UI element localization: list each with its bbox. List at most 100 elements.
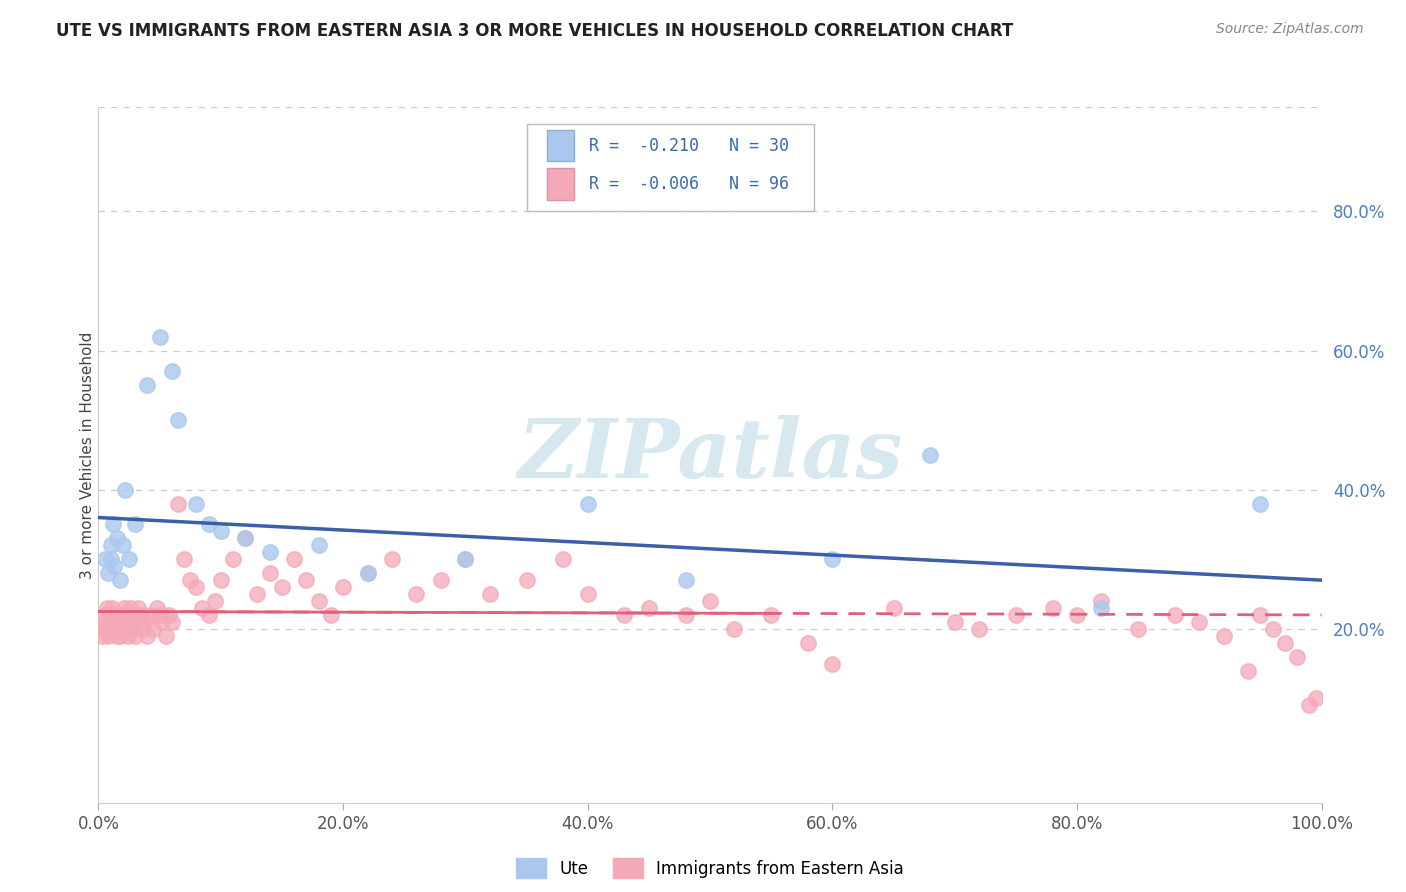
Point (1274, 636, 1296, 650)
Point (111, 538, 134, 552)
Text: Source: ZipAtlas.com: Source: ZipAtlas.com (1216, 22, 1364, 37)
Point (1298, 698, 1320, 713)
Point (117, 629, 139, 643)
Point (515, 573, 537, 587)
Text: R =  -0.210   N = 30: R = -0.210 N = 30 (589, 136, 789, 154)
FancyBboxPatch shape (547, 130, 574, 161)
Point (821, 657, 844, 671)
Point (108, 622, 131, 636)
Point (233, 532, 256, 546)
Point (103, 559, 125, 574)
Point (127, 601, 149, 615)
Point (222, 552, 245, 566)
Point (454, 552, 477, 566)
Point (478, 587, 501, 601)
Point (129, 607, 152, 622)
Point (613, 607, 636, 622)
Point (110, 629, 132, 643)
Point (883, 601, 905, 615)
Point (105, 532, 128, 546)
Point (454, 552, 477, 566)
Point (259, 545, 281, 559)
Point (1004, 607, 1026, 622)
Point (553, 552, 575, 566)
Point (295, 573, 318, 587)
Point (1090, 601, 1112, 615)
Point (1090, 594, 1112, 608)
Point (381, 552, 404, 566)
Point (136, 378, 159, 392)
Point (233, 532, 256, 546)
Point (1164, 607, 1187, 622)
Point (91, 615, 114, 629)
Point (104, 615, 127, 629)
Point (1128, 622, 1150, 636)
Point (124, 517, 146, 532)
Point (430, 573, 453, 587)
Point (1188, 615, 1211, 629)
Point (90, 622, 112, 636)
Point (576, 497, 599, 511)
Point (100, 538, 122, 552)
Point (761, 607, 783, 622)
Point (101, 607, 124, 622)
Point (967, 622, 990, 636)
Point (1305, 691, 1327, 706)
Point (121, 607, 143, 622)
Point (576, 587, 599, 601)
Point (110, 573, 132, 587)
Point (209, 524, 232, 539)
Point (149, 607, 172, 622)
Point (1237, 664, 1260, 678)
Point (167, 413, 190, 427)
Point (356, 566, 378, 581)
Point (124, 629, 146, 643)
Point (97, 566, 120, 581)
Point (111, 607, 134, 622)
Point (107, 607, 129, 622)
Point (1249, 607, 1271, 622)
Point (308, 538, 330, 552)
Point (98, 607, 121, 622)
Point (186, 580, 208, 594)
Point (120, 622, 142, 636)
Point (139, 607, 162, 622)
Point (204, 594, 226, 608)
Point (131, 622, 153, 636)
Point (405, 587, 427, 601)
Point (100, 615, 122, 629)
Text: ZIPatlas: ZIPatlas (517, 415, 903, 495)
Point (1212, 629, 1234, 643)
Point (186, 497, 208, 511)
Point (91, 629, 114, 643)
Point (797, 636, 820, 650)
Point (93, 607, 115, 622)
Point (136, 629, 159, 643)
Point (173, 552, 195, 566)
Point (101, 601, 124, 615)
Point (149, 329, 172, 343)
Point (943, 615, 966, 629)
Point (920, 448, 942, 462)
Point (308, 594, 330, 608)
Point (134, 615, 156, 629)
Point (246, 587, 269, 601)
Point (122, 615, 145, 629)
Point (111, 615, 134, 629)
Point (1042, 601, 1064, 615)
Point (142, 622, 165, 636)
Point (118, 552, 141, 566)
Legend: Ute, Immigrants from Eastern Asia: Ute, Immigrants from Eastern Asia (509, 851, 911, 885)
Point (209, 573, 232, 587)
Point (155, 629, 177, 643)
Point (97, 629, 120, 643)
Point (103, 622, 125, 636)
Point (115, 622, 138, 636)
Point (160, 615, 183, 629)
Point (114, 483, 136, 497)
Point (167, 497, 190, 511)
Point (112, 601, 135, 615)
Point (638, 601, 661, 615)
Point (93, 552, 115, 566)
Point (94, 622, 117, 636)
